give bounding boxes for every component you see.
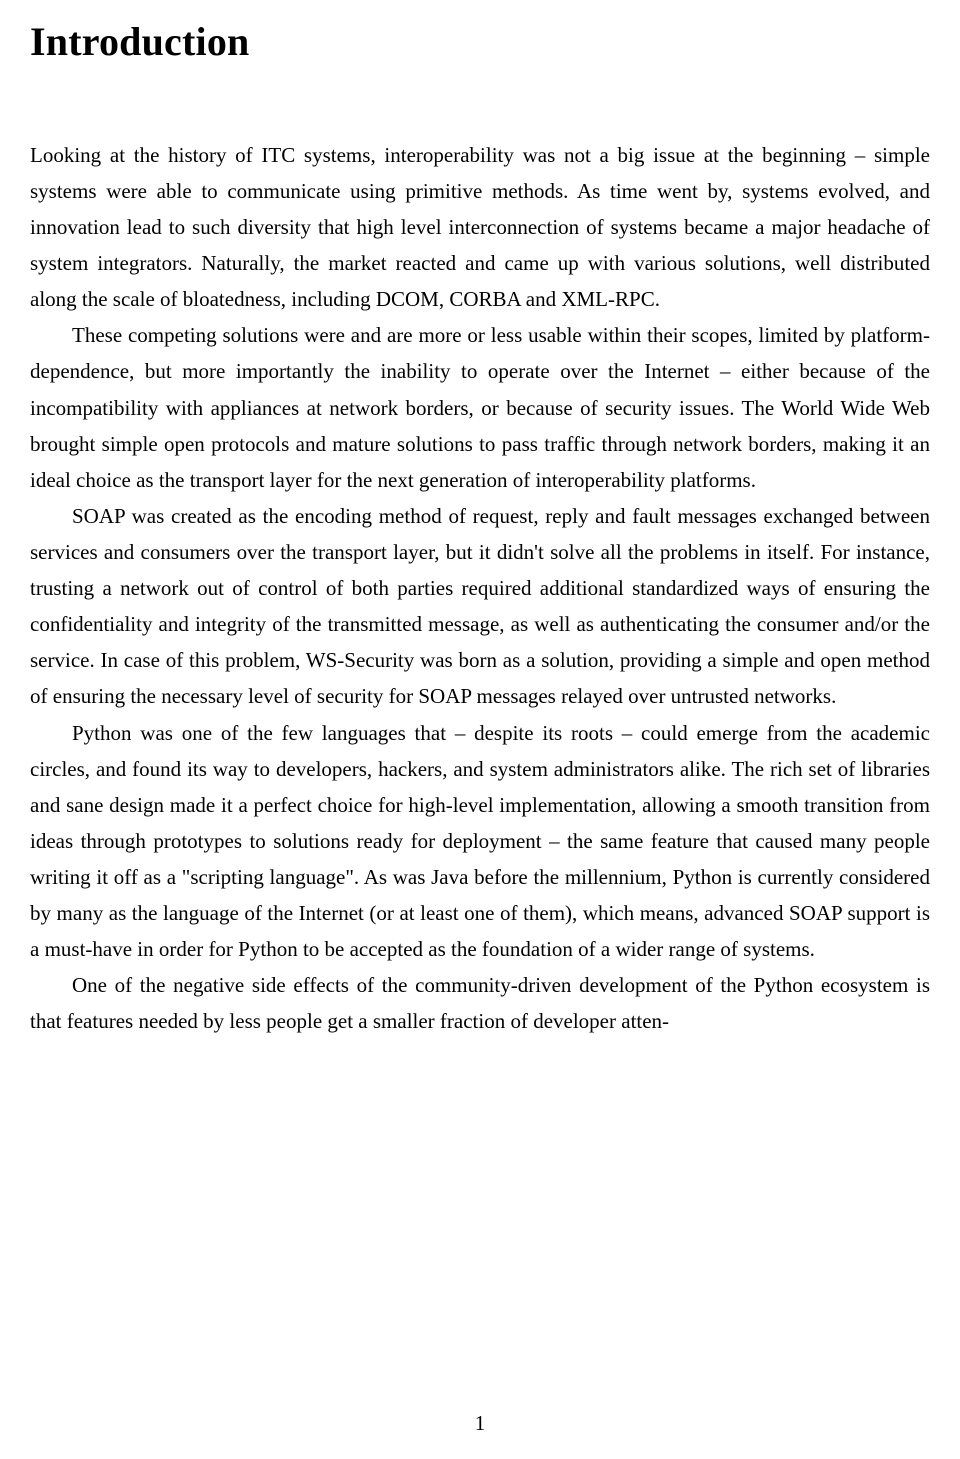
paragraph-4: Python was one of the few languages that… — [30, 715, 930, 968]
paragraph-3: SOAP was created as the encoding method … — [30, 498, 930, 715]
paragraph-1: Looking at the history of ITC systems, i… — [30, 137, 930, 318]
page-title: Introduction — [30, 8, 930, 77]
page: Introduction Looking at the history of I… — [0, 0, 960, 1459]
paragraph-2: These competing solutions were and are m… — [30, 317, 930, 498]
page-number: 1 — [0, 1405, 960, 1441]
paragraph-5: One of the negative side effects of the … — [30, 967, 930, 1039]
